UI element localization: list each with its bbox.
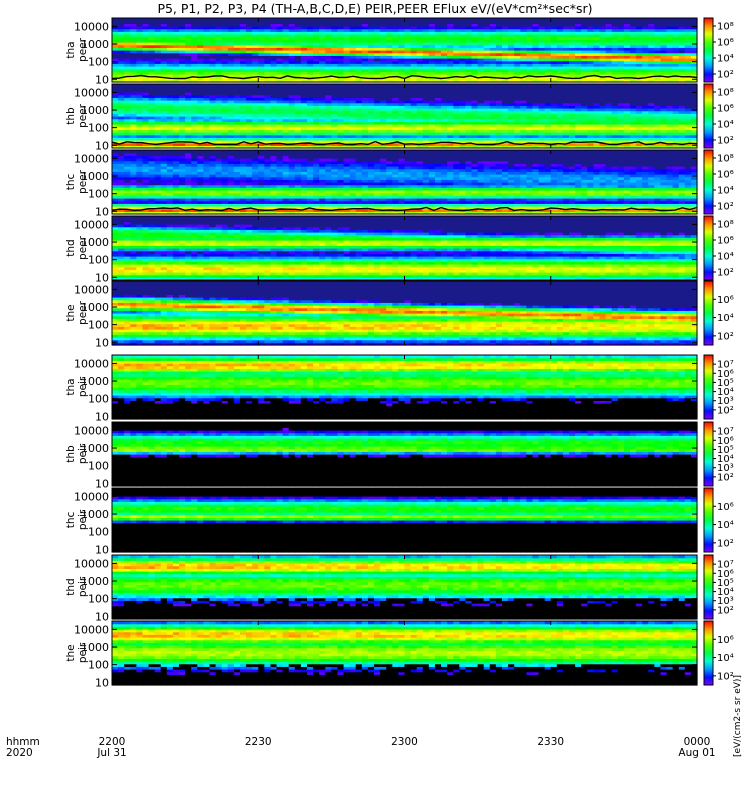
chart-title: P5, P1, P2, P3, P4 (TH-A,B,C,D,E) PEIR,P… xyxy=(157,1,592,16)
colorbar-tick-label: 10² xyxy=(717,70,734,81)
colorbar-tha-peer xyxy=(704,18,713,82)
spectrogram-thc-peer xyxy=(112,150,698,215)
colorbar-tick-label: 10⁴ xyxy=(717,120,734,131)
y-tick-label: 10000 xyxy=(74,86,109,99)
y-tick-label: 10000 xyxy=(74,20,109,33)
y-tick-label: 100 xyxy=(88,56,109,69)
y-tick-label: 10 xyxy=(95,139,109,152)
colorbar-tick-label: 10⁶ xyxy=(717,38,734,49)
spectrogram-figure: P5, P1, P2, P3, P4 (TH-A,B,C,D,E) PEIR,P… xyxy=(0,0,750,800)
colorbar-thb-peer xyxy=(704,84,713,148)
y-tick-label: 100 xyxy=(88,122,109,135)
spectrogram-thb-peer xyxy=(112,84,698,149)
spectrogram-tha-peer xyxy=(112,18,698,83)
colorbar-tick-label: 10² xyxy=(717,136,734,147)
colorbar-tick-label: 10⁶ xyxy=(717,104,734,115)
panel-label-probe: thb xyxy=(65,107,77,125)
y-tick-label: 10 xyxy=(95,73,109,86)
colorbar-tick-label: 10⁸ xyxy=(717,22,734,33)
colorbar-tick-label: 10⁴ xyxy=(717,54,734,65)
panel-label-species: peer xyxy=(77,37,89,62)
panel-label-probe: tha xyxy=(65,41,77,58)
panel-label-species: peer xyxy=(77,103,89,128)
colorbar-tick-label: 10⁸ xyxy=(717,88,734,99)
